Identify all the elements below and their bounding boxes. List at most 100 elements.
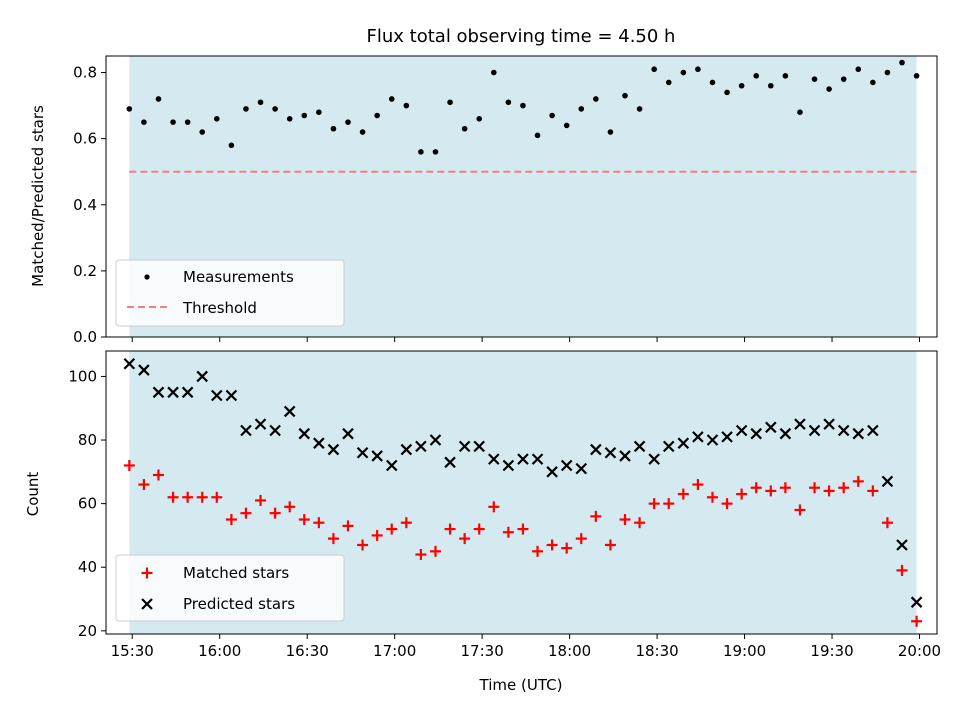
predicted-star-points xyxy=(123,357,923,608)
bottom-y-tick-label: 20 xyxy=(78,622,97,640)
predicted-star-point xyxy=(837,424,850,437)
measurement-point xyxy=(811,76,818,82)
x-tick-label: 18:00 xyxy=(548,642,591,660)
predicted-star-point xyxy=(181,386,194,399)
measurement-point xyxy=(330,125,337,132)
top-y-tick-label: 0.6 xyxy=(73,130,97,148)
predicted-star-point xyxy=(750,427,762,440)
predicted-star-point xyxy=(502,459,515,472)
measurement-point xyxy=(651,66,657,73)
matched-star-point xyxy=(517,523,529,535)
matched-star-point xyxy=(371,529,383,541)
measurement-point xyxy=(214,116,220,122)
measurement-point xyxy=(345,119,351,125)
top-y-tick-label: 0.8 xyxy=(73,64,97,82)
measurement-point xyxy=(243,106,249,112)
predicted-star-point xyxy=(648,453,660,465)
x-axis-label: Time (UTC) xyxy=(479,676,563,694)
measurement-point xyxy=(520,102,526,109)
matched-star-point xyxy=(634,517,646,529)
predicted-star-point xyxy=(677,437,690,449)
top-y-ticks: 0.0 0.2 0.4 0.6 0.8 xyxy=(73,64,106,346)
matched-star-point xyxy=(779,482,791,494)
predicted-star-point xyxy=(429,434,442,446)
matched-star-point xyxy=(284,501,296,513)
matched-star-point xyxy=(677,488,689,500)
measurement-point xyxy=(768,82,774,89)
measurement-point xyxy=(593,96,599,102)
matched-star-points xyxy=(123,459,923,627)
predicted-star-point xyxy=(327,443,340,456)
matched-star-point xyxy=(852,475,864,487)
matched-star-point xyxy=(225,514,237,526)
predicted-star-point xyxy=(400,443,413,456)
top-panel: 0.0 0.2 0.4 0.6 0.8 Flux total observing tim… xyxy=(29,26,938,346)
measurement-point xyxy=(709,79,716,86)
matched-star-point xyxy=(415,549,427,561)
measurement-point xyxy=(155,96,162,102)
measurement-point xyxy=(272,106,278,112)
predicted-star-point xyxy=(473,440,485,453)
matched-star-point xyxy=(663,498,675,510)
predicted-star-point xyxy=(458,440,471,453)
measurement-point xyxy=(359,129,366,135)
bottom-y-tick-label: 100 xyxy=(68,367,97,385)
matched-star-point xyxy=(138,479,150,491)
matched-star-point xyxy=(152,469,164,481)
measurement-point xyxy=(636,106,643,112)
matched-star-point xyxy=(182,491,194,503)
matched-star-point xyxy=(896,564,908,576)
predicted-star-point xyxy=(152,386,165,399)
measurement-point xyxy=(505,99,512,106)
matched-star-point xyxy=(488,501,500,513)
predicted-star-point xyxy=(604,446,617,459)
measurement-point xyxy=(563,122,570,129)
measurement-point xyxy=(141,119,147,125)
predicted-star-point xyxy=(575,462,588,475)
measurement-point xyxy=(301,112,308,119)
measurement-point xyxy=(126,106,133,112)
measurement-point xyxy=(388,96,395,102)
measurement-point xyxy=(782,73,789,79)
matched-star-point xyxy=(400,517,412,529)
measurement-point xyxy=(724,89,730,96)
matched-star-point xyxy=(298,514,310,526)
matched-star-point xyxy=(823,485,835,497)
predicted-star-point xyxy=(765,421,777,434)
predicted-star-point xyxy=(444,456,456,469)
matched-star-point xyxy=(575,533,587,545)
top-y-tick-label: 0.4 xyxy=(73,196,97,214)
predicted-star-point xyxy=(385,459,398,472)
predicted-star-point xyxy=(633,440,646,453)
matched-star-point xyxy=(429,545,441,557)
measurement-point xyxy=(228,142,235,149)
measurement-point xyxy=(884,69,891,76)
x-tick-label: 17:30 xyxy=(461,642,504,660)
bottom-legend: Matched stars Predicted stars xyxy=(115,554,345,622)
predicted-star-point xyxy=(706,434,719,446)
matched-star-point xyxy=(123,459,135,471)
measurement-point xyxy=(680,69,687,76)
bottom-y-tick-label: 60 xyxy=(78,495,97,513)
matched-star-point xyxy=(240,507,252,519)
predicted-star-point xyxy=(794,418,806,430)
matched-star-point xyxy=(809,482,821,494)
matched-star-point xyxy=(502,526,514,538)
matched-star-point xyxy=(619,514,631,526)
predicted-star-point xyxy=(808,424,821,437)
top-y-tick-label: 0.2 xyxy=(73,262,97,280)
predicted-star-point xyxy=(852,427,865,440)
matched-star-point xyxy=(211,491,223,503)
top-legend: Measurements Threshold xyxy=(115,259,345,327)
measurement-point xyxy=(665,79,672,86)
matched-star-point xyxy=(765,485,777,497)
top-axes-frame xyxy=(105,55,938,338)
matched-star-point xyxy=(313,517,325,529)
matched-star-point xyxy=(444,523,456,535)
legend-marker-predicted xyxy=(141,598,153,610)
measurement-point xyxy=(432,149,439,155)
measurement-point xyxy=(840,76,847,82)
predicted-star-point xyxy=(196,370,208,383)
matched-star-point xyxy=(255,494,267,506)
